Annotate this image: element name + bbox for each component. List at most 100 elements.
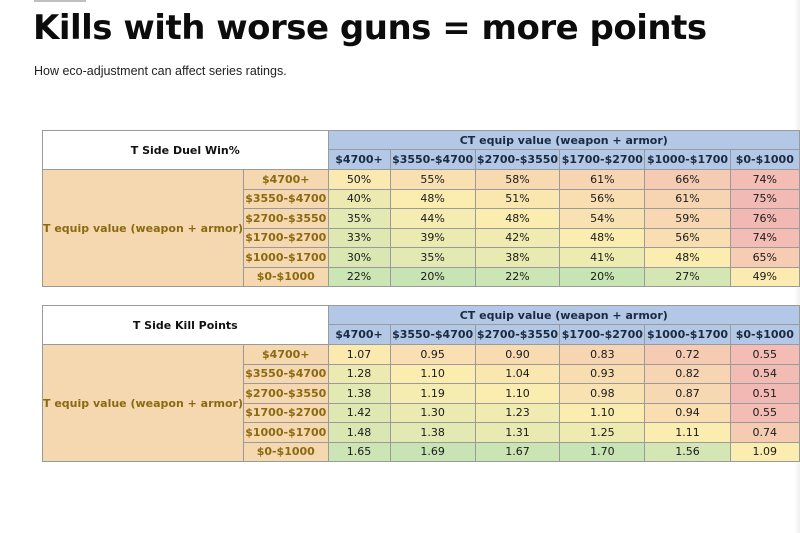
table-cell: 27% [644,266,731,287]
table-row: T equip value (weapon + armor) $4700+ 50% 5… [42,169,800,287]
table-cell: 42% [474,227,561,248]
table-cell: 1.04 [474,363,561,384]
table-cell: 35% [389,247,476,268]
ct-column-header: $2700-$3550 [474,324,561,345]
table-cell: 1.10 [559,402,646,423]
t-row-label: $0-$1000 [243,266,329,287]
table-cell: 0.94 [644,402,731,423]
table-cell: 1.42 [327,402,391,423]
slide-subtitle: How eco-adjustment can affect series rat… [34,64,287,78]
table-corner-label: T Side Duel Win% [42,130,329,170]
table-cell: 56% [644,227,731,248]
table-cell: 55% [389,169,476,190]
ct-column-header: $0-$1000 [729,149,800,170]
table-cell: 1.09 [729,441,800,462]
t-row-label: $1000-$1700 [243,422,329,443]
t-row-label: $0-$1000 [243,441,329,462]
ct-equip-header: CT equip value (weapon + armor) [327,305,800,325]
ct-column-header: $2700-$3550 [474,149,561,170]
table-cell: 1.25 [559,422,646,443]
table-cell: 59% [644,208,731,229]
table-cell: 48% [474,208,561,229]
t-row-label: $4700+ [243,344,329,365]
table-cell: 44% [389,208,476,229]
t-row-label: $1700-$2700 [243,227,329,248]
table-cell: 58% [474,169,561,190]
table-row: $0-$1000 1.65 1.69 1.67 1.70 1.56 1.09 [43,441,800,462]
table-cell: 1.48 [327,422,391,443]
table-cell: 1.69 [389,441,476,462]
table-cell: 1.38 [389,422,476,443]
table-cell: 0.54 [729,363,800,384]
table-cell: 22% [327,266,391,287]
table-cell: 33% [327,227,391,248]
table-cell: 48% [559,227,646,248]
table-cell: 1.30 [389,402,476,423]
t-row-label: $1700-$2700 [243,402,329,423]
table-row: $2700-$3550 1.38 1.19 1.10 0.98 0.87 0.51 [43,383,800,404]
table-cell: 0.98 [559,383,646,404]
t-row-label: $3550-$4700 [243,363,329,384]
table-cell: 0.74 [729,422,800,443]
table-cell: 1.31 [474,422,561,443]
table-cell: 1.19 [389,383,476,404]
top-tab-indicator [34,0,86,2]
ct-equip-header: CT equip value (weapon + armor) [327,130,800,150]
table-cell: 48% [644,247,731,268]
table-cell: 49% [729,266,800,287]
table-cell: 40% [327,188,391,209]
table-cell: 30% [327,247,391,268]
table-row: T equip value (weapon + armor) $4700+ 1.07… [42,344,800,462]
table-cell: 0.82 [644,363,731,384]
table-cell: 0.51 [729,383,800,404]
table-cell: 1.07 [327,344,391,365]
table-cell: 50% [327,169,391,190]
table-cell: 0.55 [729,402,800,423]
table-cell: 1.70 [559,441,646,462]
table-cell: 65% [729,247,800,268]
t-row-label: $1000-$1700 [243,247,329,268]
kill-points-table: T Side Kill Points CT equip value (weapon… [42,305,800,462]
table-cell: 0.83 [559,344,646,365]
ct-column-header: $1000-$1700 [644,324,731,345]
table-cell: 54% [559,208,646,229]
table-cell: 0.95 [389,344,476,365]
table-row: $1000-$1700 1.48 1.38 1.31 1.25 1.11 0.74 [43,422,800,443]
table-cell: 35% [327,208,391,229]
table-cell: 56% [559,188,646,209]
table-cell: 1.38 [327,383,391,404]
table-cell: 1.67 [474,441,561,462]
table-cell: 1.65 [327,441,391,462]
ct-column-header: $1700-$2700 [559,149,646,170]
table-cell: 48% [389,188,476,209]
table-cell: 66% [644,169,731,190]
table-cell: 61% [644,188,731,209]
table-cell: 51% [474,188,561,209]
table-cell: 0.87 [644,383,731,404]
table-cell: 22% [474,266,561,287]
duel-win-table: T Side Duel Win% CT equip value (weapon +… [42,130,800,287]
table-cell: 20% [559,266,646,287]
table-cell: 0.72 [644,344,731,365]
t-row-label: $3550-$4700 [243,188,329,209]
ct-column-header: $4700+ [327,149,391,170]
table-cell: 38% [474,247,561,268]
table-row: $0-$1000 22% 20% 22% 20% 27% 49% [43,266,800,287]
table-cell: 0.93 [559,363,646,384]
t-row-label: $2700-$3550 [243,383,329,404]
ct-column-header: $3550-$4700 [389,149,476,170]
table-cell: 1.11 [644,422,731,443]
table-cell: 61% [559,169,646,190]
table-cell: 74% [729,227,800,248]
table-row: $1700-$2700 33% 39% 42% 48% 56% 74% [43,227,800,248]
table-corner-label: T Side Kill Points [42,305,329,345]
ct-column-header: $4700+ [327,324,391,345]
table-cell: 0.55 [729,344,800,365]
t-equip-header: T equip value (weapon + armor) [42,169,244,287]
ct-column-header: $3550-$4700 [389,324,476,345]
t-equip-header: T equip value (weapon + armor) [42,344,244,462]
t-row-label: $2700-$3550 [243,208,329,229]
ct-column-header: $0-$1000 [729,324,800,345]
table-cell: 41% [559,247,646,268]
table-cell: 20% [389,266,476,287]
